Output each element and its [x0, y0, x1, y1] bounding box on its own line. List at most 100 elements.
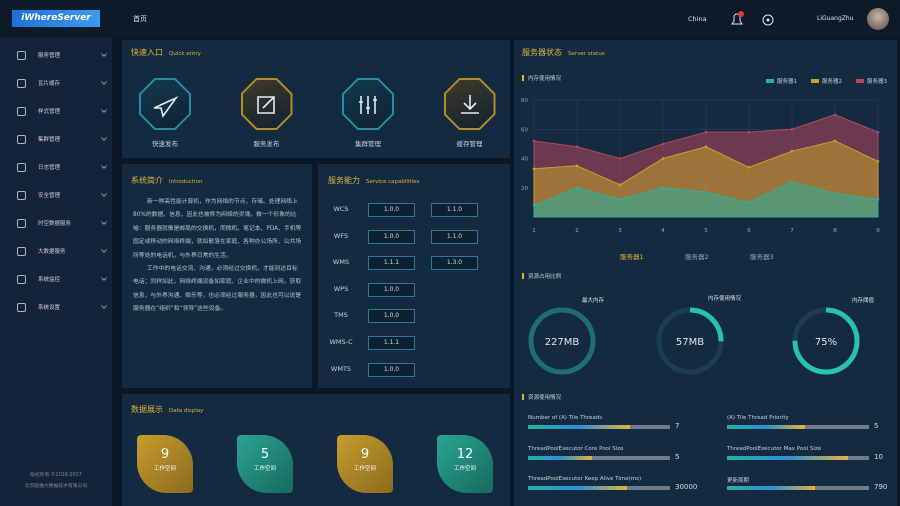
panel-title: 快速入口 Quick entry: [131, 47, 201, 58]
point: [661, 142, 665, 146]
version-badge[interactable]: 1.1.0: [431, 229, 478, 244]
point: [618, 198, 622, 201]
version-badge[interactable]: 1.0.0: [368, 362, 415, 377]
quick-entry-label: 缓存管理: [456, 140, 483, 148]
service-name: WMS-C: [329, 338, 353, 346]
introduction-text: 新一种高性能计算机，作为网络的节点，存储、处理网络上80%的数据、信息，因此也被…: [133, 196, 303, 317]
footer-text: 版权所有 ©2016-2017: [30, 473, 82, 478]
menu-item[interactable]: 安全管理: [0, 182, 112, 210]
point: [532, 167, 536, 171]
badge: [738, 11, 744, 17]
usage-bar: [727, 486, 869, 490]
point: [532, 204, 536, 207]
gauge: 75%: [792, 307, 860, 375]
card-value: 9: [360, 447, 370, 462]
quick-entry-button[interactable]: [342, 78, 394, 130]
sidebar: [0, 38, 112, 506]
menu-label: 大数据服务: [38, 249, 66, 255]
usage-label: 更新周期: [727, 478, 750, 484]
icon: [153, 96, 179, 118]
server-tab[interactable]: 服务器3: [750, 253, 774, 261]
x-tick-label: 6: [747, 228, 751, 234]
subtitle: Introduction: [169, 179, 203, 185]
version-badge[interactable]: 1.0.0: [368, 229, 415, 244]
quick-entry-button[interactable]: [240, 78, 293, 130]
x-tick-label: 5: [704, 228, 708, 234]
version-badge[interactable]: 1.1.1: [368, 256, 415, 271]
avatar[interactable]: [867, 8, 889, 30]
data-card[interactable]: 9 工作空间: [137, 435, 193, 493]
point: [790, 180, 794, 184]
data-card[interactable]: 12 工作空间: [437, 435, 493, 493]
menu-item[interactable]: 服务管理: [0, 42, 112, 70]
menu-item[interactable]: 集群管理: [0, 126, 112, 154]
card-label: 工作空间: [453, 466, 476, 472]
icon-glyph: [359, 96, 377, 114]
panel-title: 服务器状态 Server status: [522, 47, 605, 58]
server-tab[interactable]: 服务器1: [620, 253, 644, 261]
gauge-label: 内存使用情况: [708, 296, 742, 302]
menu-label: 时空数据服务: [38, 221, 72, 227]
quick-entry-button[interactable]: [443, 78, 496, 130]
gauge-label: 最大内存: [582, 298, 605, 304]
menu-item[interactable]: 大数据服务: [0, 238, 112, 266]
menu-label: 系统设置: [38, 305, 61, 311]
version-badge[interactable]: 1.0.0: [368, 282, 415, 297]
version-badge[interactable]: 1.1.0: [431, 203, 478, 217]
subtitle: Quick entry: [169, 51, 201, 57]
service-name: WPS: [333, 284, 349, 293]
menu-label: 集群管理: [38, 137, 61, 143]
x-tick-label: 3: [618, 228, 622, 234]
bell-icon[interactable]: [731, 13, 743, 25]
menu-label: 服务管理: [38, 53, 61, 59]
quick-entry-button[interactable]: [139, 78, 191, 130]
menu-item[interactable]: 时空数据服务: [0, 210, 112, 238]
menu-item[interactable]: 系统设置: [0, 294, 112, 322]
subtitle: Server status: [568, 51, 605, 57]
usage-label: Number of (A) Tile Threads: [528, 415, 603, 421]
usage-fill: [727, 425, 806, 429]
breadcrumb[interactable]: 首页: [133, 15, 147, 23]
icon: [460, 95, 479, 114]
title: 数据展示: [131, 405, 163, 414]
capabilities-panel: [318, 164, 510, 388]
menu-item[interactable]: 瓦片缓存: [0, 70, 112, 98]
usage-value: 30000: [675, 483, 698, 491]
icon-glyph: [460, 95, 479, 114]
version-badge[interactable]: 1.0.0: [368, 309, 415, 324]
quick-entry-label: 集群管理: [355, 140, 381, 148]
legend-swatch: [811, 79, 819, 83]
data-card[interactable]: 9 工作空间: [337, 435, 393, 493]
y-tick-label: 40: [521, 157, 528, 163]
version-badge[interactable]: 1.1.1: [368, 336, 415, 350]
legend-label: 服务器1: [777, 77, 797, 85]
chevron: [101, 247, 107, 253]
x-tick-label: 7: [790, 228, 794, 234]
point: [704, 145, 708, 149]
settings-icon[interactable]: [762, 14, 774, 26]
server-tab[interactable]: 服务器2: [685, 253, 709, 261]
menu-icon: [17, 163, 26, 172]
point: [575, 164, 579, 168]
version-badge[interactable]: 1.0.0: [368, 203, 415, 217]
point: [790, 127, 794, 131]
region-select[interactable]: China: [688, 15, 707, 23]
point: [704, 130, 708, 134]
menu-item[interactable]: 日志管理: [0, 154, 112, 182]
logo[interactable]: iWhereServer: [12, 10, 100, 27]
menu-item[interactable]: 系统监控: [0, 266, 112, 294]
point: [661, 186, 665, 190]
legend-label: 服务器3: [867, 77, 888, 85]
version-badge[interactable]: 1.3.0: [431, 256, 478, 271]
legend-swatch: [766, 79, 774, 83]
user-name[interactable]: LiGuangZhu: [817, 15, 854, 22]
title: 服务能力: [328, 176, 360, 185]
point: [575, 186, 579, 190]
gauge-arc: [656, 307, 724, 375]
data-card[interactable]: 5 工作空间: [237, 435, 293, 493]
paragraph: 工作中的电话交流、沟通，必须经过交换机，才能到达目标电话；同样如此，网络终端设备…: [133, 266, 302, 313]
menu-icon: [17, 51, 26, 60]
menu-item[interactable]: 样式管理: [0, 98, 112, 126]
usage-label: ThreadPoolExecutor Max Pool Size: [727, 445, 822, 452]
